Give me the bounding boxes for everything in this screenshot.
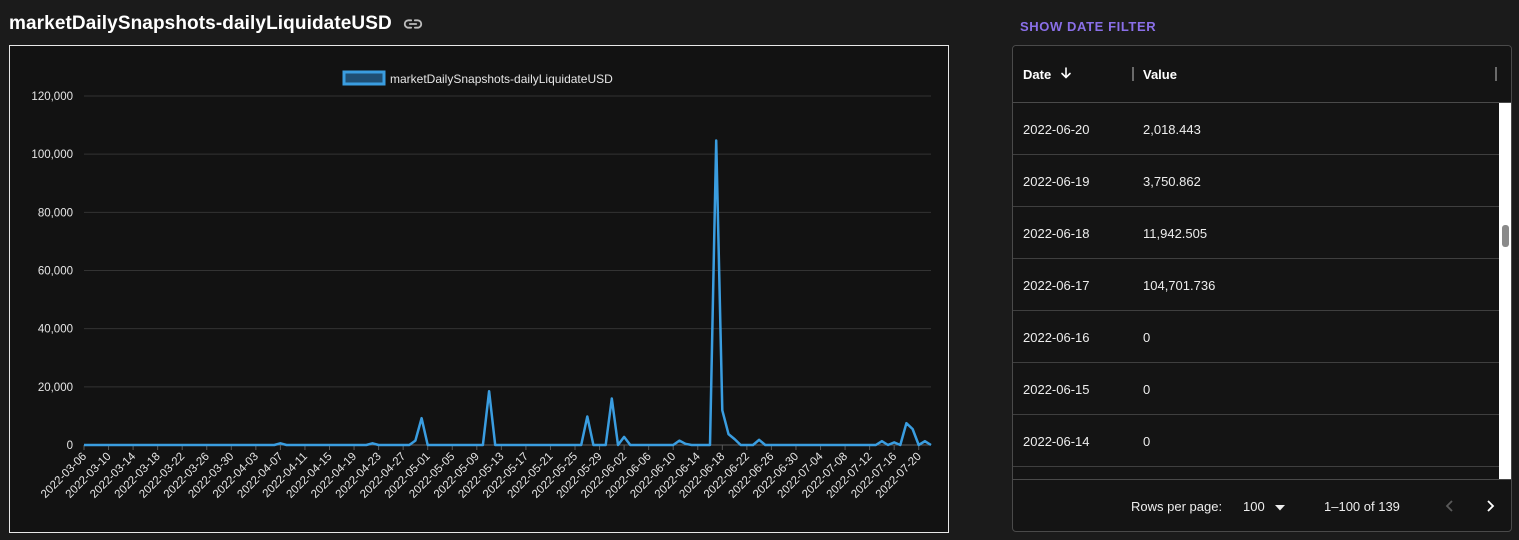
table-row[interactable]: 2022-06-16 0 (1013, 311, 1499, 363)
cell-value: 0 (1143, 381, 1151, 397)
column-header-date-label: Date (1023, 67, 1052, 82)
table-row[interactable]: 2022-06-18 11,942.505 (1013, 207, 1499, 259)
chevron-right-icon (1487, 500, 1495, 512)
legend-swatch (342, 70, 386, 86)
vertical-scrollbar[interactable] (1499, 103, 1511, 479)
table-header: Date Value (1013, 46, 1511, 103)
cell-value: 0 (1143, 329, 1151, 345)
cell-value: 2,018.443 (1143, 121, 1201, 137)
cell-date: 2022-06-14 (1023, 433, 1090, 449)
cell-value: 11,942.505 (1143, 225, 1208, 241)
x-axis-ticks: 2022-03-062022-03-102022-03-142022-03-18… (39, 445, 924, 501)
y-tick-label: 100,000 (31, 149, 73, 161)
cell-date: 2022-06-18 (1023, 225, 1090, 241)
y-tick-label: 20,000 (38, 382, 73, 394)
page-title: marketDailySnapshots-dailyLiquidateUSD (9, 13, 392, 34)
y-tick-label: 80,000 (38, 207, 73, 219)
column-separator[interactable] (1132, 67, 1134, 81)
y-tick-label: 40,000 (38, 324, 73, 336)
link-icon[interactable] (402, 13, 424, 35)
column-separator[interactable] (1495, 67, 1497, 81)
cell-value: 3,750.862 (1143, 173, 1201, 189)
y-tick-label: 0 (67, 440, 73, 452)
table-row[interactable]: 2022-06-14 0 (1013, 415, 1499, 467)
chart-panel: 0 20,000 40,000 60,000 80,000 100,000 120,000 … (9, 45, 949, 533)
legend[interactable]: marketDailySnapshots-dailyLiquidateUSD (342, 70, 613, 86)
next-page-button[interactable] (1477, 493, 1503, 519)
cell-value: 104,701.736 (1143, 277, 1216, 293)
cell-date: 2022-06-19 (1023, 173, 1090, 189)
series-line (84, 139, 932, 447)
table-pagination: Rows per page: 100 1–100 of 139 (1013, 479, 1511, 531)
cell-date: 2022-06-20 (1023, 121, 1090, 137)
table-row[interactable]: 2022-06-19 3,750.862 (1013, 155, 1499, 207)
table-row[interactable]: 2022-06-17 104,701.736 (1013, 259, 1499, 311)
scrollbar-thumb[interactable] (1502, 225, 1509, 247)
cell-date: 2022-06-15 (1023, 381, 1090, 397)
table-body: 2022-06-20 2,018.443 2022-06-19 3,750.86… (1013, 103, 1499, 479)
y-axis-ticks: 0 20,000 40,000 60,000 80,000 100,000 120,000 (31, 91, 73, 452)
table-row[interactable]: 2022-06-20 2,018.443 (1013, 103, 1499, 155)
y-tick-label: 120,000 (31, 91, 73, 103)
rows-per-page-select[interactable]: 100 (1243, 480, 1285, 531)
legend-label: marketDailySnapshots-dailyLiquidateUSD (390, 72, 613, 86)
show-date-filter-button[interactable]: SHOW DATE FILTER (1020, 18, 1157, 34)
column-header-date[interactable]: Date (1023, 46, 1073, 103)
data-table: Date Value 2022-06-20 2,018.443 2022-06-… (1012, 45, 1512, 532)
previous-page-button[interactable] (1437, 493, 1463, 519)
rows-per-page-value: 100 (1243, 498, 1265, 514)
cell-date: 2022-06-17 (1023, 277, 1090, 293)
chevron-left-icon (1445, 500, 1453, 512)
caret-down-icon (1274, 499, 1285, 514)
cell-date: 2022-06-16 (1023, 329, 1090, 345)
cell-value: 0 (1143, 433, 1151, 449)
rows-per-page-label: Rows per page: (1131, 498, 1223, 514)
line-chart: 020,00040,00060,00080,000100,000120,000 … (31, 70, 932, 501)
table-row[interactable]: 2022-06-15 0 (1013, 363, 1499, 415)
title-row: marketDailySnapshots-dailyLiquidateUSD (9, 10, 424, 38)
column-header-value[interactable]: Value (1143, 67, 1177, 82)
y-tick-label: 60,000 (38, 266, 73, 278)
grid-lines (84, 95, 931, 446)
sort-arrow-down-icon (1059, 66, 1073, 83)
pagination-range: 1–100 of 139 (1324, 498, 1400, 514)
